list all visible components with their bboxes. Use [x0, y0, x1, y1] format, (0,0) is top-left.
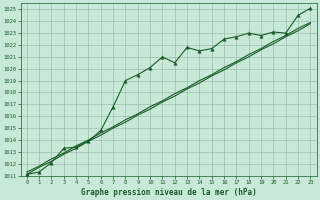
X-axis label: Graphe pression niveau de la mer (hPa): Graphe pression niveau de la mer (hPa): [81, 188, 256, 197]
